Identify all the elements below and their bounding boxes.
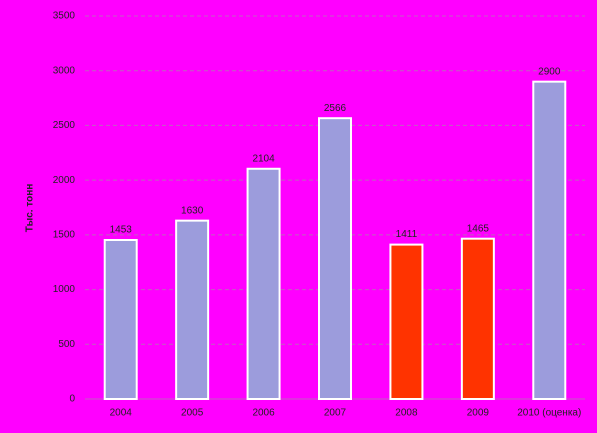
y-axis-label: Тыс. тонн [25,184,36,233]
x-tick-label: 2010 (оценка) [517,408,581,419]
y-tick-label: 2500 [53,120,76,131]
value-label: 1465 [467,223,490,234]
bar [532,80,567,401]
bar [389,243,424,400]
value-label: 1630 [181,205,204,216]
value-label: 1411 [396,229,418,240]
x-tick-label: 2004 [110,408,133,419]
bar [460,237,495,400]
y-tick-label: 3000 [53,65,76,76]
x-tick-label: 2006 [252,408,275,419]
x-tick-label: 2008 [395,408,418,419]
y-tick-label: 0 [69,394,75,405]
bar [175,219,210,400]
y-tick-label: 3500 [53,11,76,22]
y-tick-label: 1000 [53,284,76,295]
bar [103,239,138,400]
value-label: 2900 [538,66,561,77]
bar [246,167,281,400]
value-label: 2104 [252,153,275,164]
x-tick-label: 2005 [181,408,204,419]
y-tick-label: 1500 [53,229,76,240]
y-tick-label: 500 [58,339,75,350]
value-label: 2566 [324,103,347,114]
y-tick-label: 2000 [53,175,76,186]
x-tick-label: 2007 [324,408,347,419]
value-label: 1453 [110,225,133,236]
x-tick-label: 2009 [467,408,490,419]
bar [318,117,352,400]
